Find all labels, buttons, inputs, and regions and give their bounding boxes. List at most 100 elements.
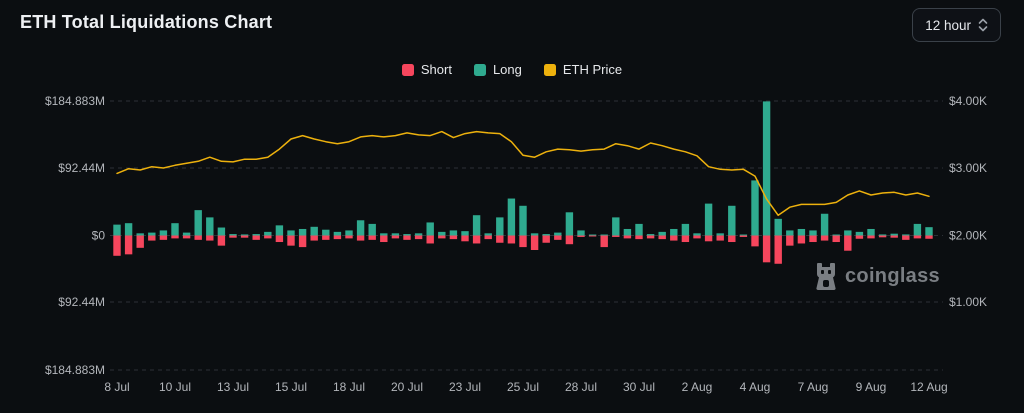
short-bar — [368, 235, 376, 240]
short-bar — [774, 235, 782, 264]
eth-price-line — [116, 130, 930, 217]
x-axis-label: 10 Jul — [159, 380, 191, 394]
long-bar — [461, 231, 469, 236]
short-bar — [681, 235, 690, 243]
short-bar — [902, 235, 910, 240]
eth-price-swatch-icon — [543, 63, 556, 76]
x-axis-label: 13 Jul — [217, 380, 249, 394]
long-bar — [577, 230, 585, 236]
short-bar — [287, 235, 295, 246]
short-bar — [496, 235, 504, 243]
short-bar — [264, 235, 272, 239]
long-bar — [356, 220, 365, 236]
short-bar — [542, 235, 550, 243]
short-bar — [345, 235, 353, 239]
short-bar — [890, 235, 898, 238]
long-bar — [380, 233, 388, 236]
short-bar — [426, 235, 434, 244]
short-bar — [751, 235, 759, 247]
short-bar — [310, 235, 318, 241]
long-bar — [136, 233, 144, 236]
short-bar — [913, 235, 922, 239]
short-bar — [739, 235, 748, 237]
short-bar — [820, 235, 829, 241]
long-bar — [507, 198, 516, 236]
short-bar — [124, 235, 133, 255]
right-axis-label: $3.00K — [949, 161, 987, 175]
x-axis-label: 4 Aug — [740, 380, 771, 394]
short-bar — [554, 235, 562, 240]
long-bar — [368, 223, 376, 236]
short-bar — [414, 235, 423, 240]
short-bar — [530, 235, 539, 250]
left-axis-label: $92.44M — [58, 295, 105, 309]
legend-item-eth-price[interactable]: ETH Price — [543, 62, 622, 77]
long-bar — [345, 230, 353, 236]
long-bar — [264, 231, 272, 236]
long-bar — [878, 234, 887, 236]
long-bar — [182, 232, 191, 236]
short-bar — [809, 235, 817, 243]
legend: Short Long ETH Price — [0, 62, 1024, 77]
long-bar — [867, 228, 875, 236]
short-bar — [693, 235, 701, 239]
short-bar — [229, 235, 237, 238]
long-bar — [496, 217, 504, 236]
short-bar — [832, 235, 840, 243]
long-bar — [391, 233, 400, 236]
long-swatch-icon — [473, 63, 486, 76]
short-bar — [171, 235, 179, 239]
x-axis-label: 2 Aug — [682, 380, 713, 394]
legend-label-short: Short — [420, 62, 452, 77]
long-bar — [704, 203, 713, 236]
long-bar — [275, 225, 284, 236]
legend-item-long[interactable]: Long — [473, 62, 522, 77]
legend-label-long: Long — [492, 62, 522, 77]
long-bar — [762, 101, 771, 236]
long-bar — [786, 230, 794, 236]
left-axis-label: $92.44M — [58, 161, 105, 175]
right-axis-label: $1.00K — [949, 295, 987, 309]
short-bar — [728, 235, 736, 243]
long-bar — [159, 230, 168, 236]
short-bar — [623, 235, 632, 239]
short-bar — [762, 235, 771, 263]
short-bar — [797, 235, 806, 244]
x-axis-label: 8 Jul — [104, 380, 129, 394]
long-bar — [693, 233, 701, 236]
long-bar — [809, 230, 817, 236]
short-bar — [182, 235, 191, 239]
short-bar — [658, 235, 666, 240]
x-axis-label: 7 Aug — [798, 380, 829, 394]
short-bar — [670, 235, 678, 241]
short-bar — [438, 235, 446, 239]
right-axis-label: $2.00K — [949, 229, 987, 243]
short-bar — [240, 235, 249, 238]
long-bar — [240, 234, 249, 236]
long-bar — [414, 233, 423, 236]
long-bar — [148, 232, 156, 236]
short-bar — [519, 235, 527, 248]
long-bar — [113, 224, 121, 236]
left-axis-label: $0 — [92, 229, 106, 243]
timeframe-select[interactable]: 12 hour — [912, 8, 1001, 42]
right-axis-label: $4.00K — [949, 94, 987, 108]
short-bar — [333, 235, 342, 240]
short-bar — [716, 235, 724, 241]
long-bar — [600, 234, 608, 236]
long-bar — [902, 234, 910, 236]
short-bar — [136, 235, 144, 248]
long-bar — [229, 234, 237, 236]
short-bar — [356, 235, 365, 241]
left-axis-label: $184.883M — [45, 94, 105, 108]
x-axis-label: 25 Jul — [507, 380, 539, 394]
short-bar — [449, 235, 458, 240]
x-axis-label: 18 Jul — [333, 380, 365, 394]
short-bar — [461, 235, 469, 242]
long-bar — [426, 222, 434, 236]
watermark-text: coinglass — [845, 265, 940, 287]
legend-item-short[interactable]: Short — [401, 62, 452, 77]
short-bar — [322, 235, 330, 240]
